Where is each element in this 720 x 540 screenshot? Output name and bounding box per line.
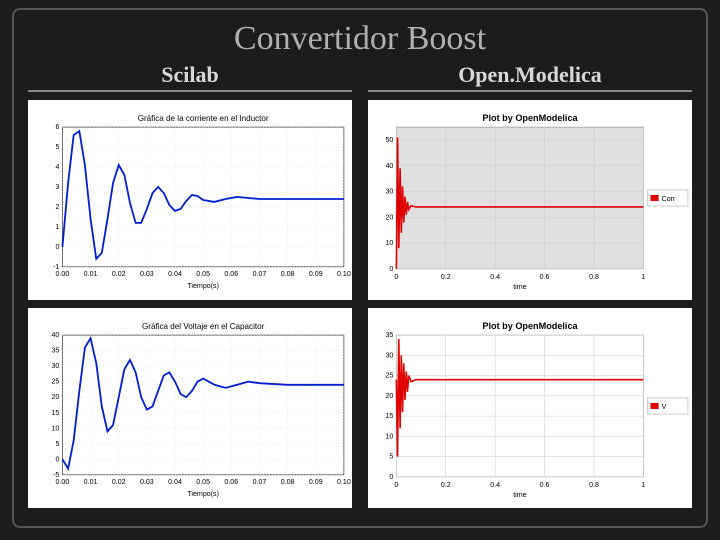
svg-text:0.8: 0.8 — [589, 481, 599, 489]
svg-text:0.4: 0.4 — [490, 273, 500, 281]
svg-text:5: 5 — [55, 143, 59, 151]
svg-text:0.02: 0.02 — [112, 270, 126, 278]
svg-text:35: 35 — [385, 331, 393, 339]
svg-text:0.04: 0.04 — [168, 270, 182, 278]
svg-text:0.2: 0.2 — [441, 273, 451, 281]
svg-text:0.2: 0.2 — [441, 481, 451, 489]
svg-text:35: 35 — [52, 347, 60, 355]
svg-text:0.08: 0.08 — [281, 478, 295, 486]
svg-text:25: 25 — [385, 372, 393, 380]
svg-text:5: 5 — [55, 440, 59, 448]
svg-text:10: 10 — [385, 239, 393, 247]
svg-text:0.07: 0.07 — [253, 270, 267, 278]
svg-text:50: 50 — [385, 136, 393, 144]
slide-frame: Convertidor Boost Scilab 0.000.010.020.0… — [12, 8, 708, 528]
svg-text:0.05: 0.05 — [196, 478, 210, 486]
svg-text:30: 30 — [52, 362, 60, 370]
svg-text:0: 0 — [389, 473, 393, 481]
svg-text:0.03: 0.03 — [140, 478, 154, 486]
svg-text:0: 0 — [55, 243, 59, 251]
svg-text:30: 30 — [385, 351, 393, 359]
svg-text:0.4: 0.4 — [490, 481, 500, 489]
svg-text:0.08: 0.08 — [281, 270, 295, 278]
right-column-title: Open.Modelica — [368, 62, 692, 88]
svg-text:20: 20 — [52, 393, 60, 401]
svg-text:2: 2 — [55, 203, 59, 211]
svg-text:1: 1 — [55, 223, 59, 231]
svg-text:Tiempo(s): Tiempo(s) — [187, 490, 219, 498]
svg-text:-1: -1 — [53, 263, 59, 271]
svg-text:15: 15 — [385, 412, 393, 420]
svg-text:0.00: 0.00 — [56, 478, 70, 486]
svg-text:0.03: 0.03 — [140, 270, 154, 278]
svg-text:4: 4 — [55, 163, 59, 171]
scilab-chart-bottom: 0.00 0.01 0.02 0.03 0.04 0.05 0.06 0.07 0.08 0.09… — [28, 308, 352, 508]
svg-text:V: V — [662, 403, 667, 411]
svg-text:0: 0 — [55, 455, 59, 463]
slide-title: Convertidor Boost — [28, 20, 692, 58]
svg-text:0.05: 0.05 — [196, 270, 210, 278]
svg-text:1: 1 — [641, 273, 645, 281]
svg-text:0.09: 0.09 — [309, 478, 323, 486]
svg-text:0.00: 0.00 — [56, 270, 70, 278]
svg-text:0.01: 0.01 — [84, 270, 98, 278]
slide: Convertidor Boost Scilab 0.000.010.020.0… — [0, 0, 720, 540]
svg-text:time: time — [513, 491, 526, 499]
svg-text:0: 0 — [394, 481, 398, 489]
svg-text:0.6: 0.6 — [540, 273, 550, 281]
left-column-title: Scilab — [28, 62, 352, 88]
right-charts: 00.20.40.60.8101020304050Plot by OpenMod… — [368, 100, 692, 508]
svg-text:30: 30 — [385, 188, 393, 196]
svg-text:0: 0 — [389, 265, 393, 273]
svg-text:20: 20 — [385, 392, 393, 400]
svg-text:40: 40 — [52, 331, 60, 339]
svg-text:0.10: 0.10 — [337, 270, 351, 278]
svg-text:0.01: 0.01 — [84, 478, 98, 486]
svg-text:Corr: Corr — [662, 195, 676, 203]
svg-text:0.10: 0.10 — [337, 478, 351, 486]
om-chart-top: 00.20.40.60.8101020304050Plot by OpenMod… — [368, 100, 692, 300]
svg-text:Gráfica del Voltaje en el Capa: Gráfica del Voltaje en el Capacitor — [142, 322, 265, 331]
columns: Scilab 0.000.010.020.030.040.050.060.070… — [28, 62, 692, 508]
right-column: Open.Modelica 00.20.40.60.8101020304050P… — [368, 62, 692, 508]
svg-text:-5: -5 — [53, 471, 59, 479]
svg-text:Tiempo(s): Tiempo(s) — [187, 282, 219, 290]
left-charts: 0.00 0.01 0.02 0.03 0.04 0.05 0.06 0.07 0.08 0.09… — [28, 100, 352, 508]
svg-text:10: 10 — [385, 432, 393, 440]
svg-text:0.06: 0.06 — [224, 270, 238, 278]
svg-text:0.8: 0.8 — [589, 273, 599, 281]
svg-text:Plot by OpenModelica: Plot by OpenModelica — [482, 113, 578, 123]
svg-text:1: 1 — [641, 481, 645, 489]
svg-text:0.04: 0.04 — [168, 478, 182, 486]
svg-text:40: 40 — [385, 162, 393, 170]
svg-text:0: 0 — [394, 273, 398, 281]
svg-text:0.06: 0.06 — [224, 478, 238, 486]
svg-text:Gráfica de la corriente en el: Gráfica de la corriente en el Inductor — [138, 114, 269, 123]
svg-text:15: 15 — [52, 409, 60, 417]
svg-text:3: 3 — [55, 183, 59, 191]
svg-text:0.6: 0.6 — [540, 481, 550, 489]
svg-text:6: 6 — [55, 123, 59, 131]
svg-text:25: 25 — [52, 378, 60, 386]
svg-text:0.02: 0.02 — [112, 478, 126, 486]
svg-text:time: time — [513, 283, 526, 291]
left-underline — [28, 90, 352, 92]
svg-text:0.07: 0.07 — [253, 478, 267, 486]
left-column: Scilab 0.000.010.020.030.040.050.060.070… — [28, 62, 352, 508]
svg-text:10: 10 — [52, 424, 60, 432]
svg-text:0.09: 0.09 — [309, 270, 323, 278]
om-chart-bottom: 00.20.40.60.8105101520253035Plot by Open… — [368, 308, 692, 508]
svg-text:5: 5 — [389, 453, 393, 461]
right-underline — [368, 90, 692, 92]
svg-text:Plot by OpenModelica: Plot by OpenModelica — [482, 321, 578, 331]
svg-text:20: 20 — [385, 213, 393, 221]
scilab-chart-top: 0.00 0.01 0.02 0.03 0.04 0.05 0.06 0.07 0.08 0.09… — [28, 100, 352, 300]
